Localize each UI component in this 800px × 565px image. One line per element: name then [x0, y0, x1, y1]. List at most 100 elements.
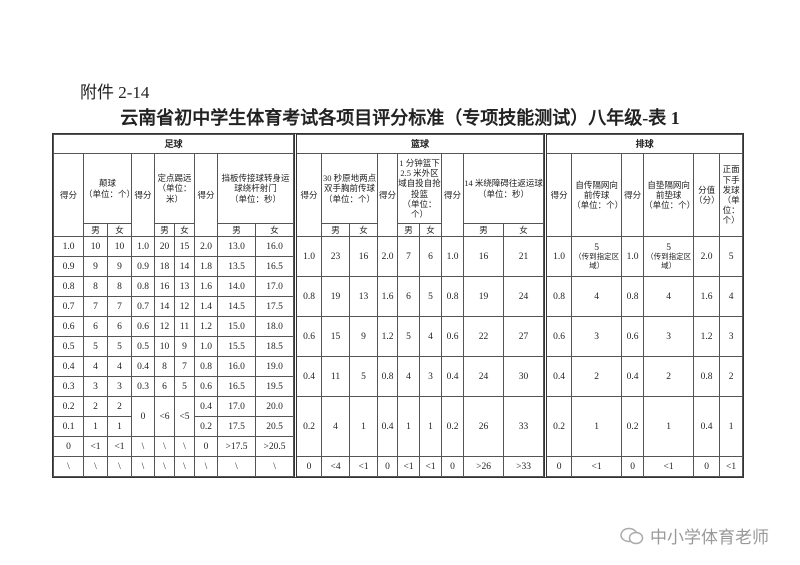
score-cell: 0.4 [131, 356, 155, 377]
column-unit: （单位：个） [722, 195, 740, 226]
score-cell: 4 [107, 356, 132, 377]
gender-label: 女 [174, 223, 195, 237]
score-cell: 17.5 [217, 416, 256, 437]
score-cell: 0.8 [194, 356, 218, 377]
score-cell: 16.0 [217, 356, 256, 377]
score-cell: 0.6 [131, 316, 155, 337]
data-row: 0.2 1 0.2 1 0.4 1 [545, 396, 744, 457]
football-table: 足球 得分 颠球 （单位：个） 得分 定点踢远 （单位：米） 得分 挡板传接球转身运球绕杆射门（… [52, 134, 295, 477]
score-cell: <1 [719, 456, 744, 477]
score-cell: <1 [397, 456, 421, 477]
column-label: 颠球 [98, 178, 116, 189]
score-cell: \ [83, 456, 108, 477]
score-cell: 24 [503, 276, 545, 317]
column-header: 30 秒原地两点双手胸前传球 （单位：个） [321, 153, 379, 224]
score-cell: 10 [83, 236, 108, 257]
score-cell: 0.2 [295, 396, 323, 457]
gender-label: 男 [463, 223, 505, 237]
score-cell: 0 [295, 456, 323, 477]
gender-label: 男 [83, 223, 108, 237]
score-cell: 0 [131, 396, 155, 437]
score-cell: 0.3 [131, 376, 155, 397]
score-cell: >26 [463, 456, 505, 477]
score-cell: 1.2 [377, 316, 399, 357]
score-cell: 0.6 [545, 316, 573, 357]
score-cell: \ [217, 456, 256, 477]
column-unit: （单位：个） [402, 198, 437, 219]
column-label: 定点踢远 [157, 173, 192, 184]
score-cell: 1 [419, 396, 443, 457]
score-cell: 23 [321, 236, 351, 277]
score-cell: 19.5 [254, 376, 295, 397]
score-cell: 21 [503, 236, 545, 277]
score-cell: 2.0 [693, 236, 721, 277]
score-cell: 0.8 [377, 356, 399, 397]
score-cell: 13.0 [217, 236, 256, 257]
column-label: 正面下手发球 [722, 164, 740, 195]
score-cell: 8 [154, 356, 175, 377]
score-cell: 19.0 [254, 356, 295, 377]
column-label: 得分 [550, 189, 568, 200]
score-cell: 6 [107, 316, 132, 337]
score-cell: 9 [349, 316, 379, 357]
header-row: 得分 自传隔网向前传球 （单位：个） 得分 自垫隔网向前垫球 （单位：个） 分值 （分） 正面下… [545, 153, 744, 237]
score-cell: 0.4 [441, 356, 465, 397]
score-cell: 1.6 [693, 276, 721, 317]
section-name: 足球 [52, 134, 295, 154]
section-row: 足球 [52, 134, 295, 154]
score-cell: 1.0 [53, 236, 84, 257]
score-cell: 16 [463, 236, 505, 277]
score-cell: <1 [419, 456, 443, 477]
column-header: 得分 [131, 153, 155, 237]
score-cell: 8 [107, 276, 132, 297]
score-cell: 3 [107, 376, 132, 397]
score-cell: 0.8 [53, 276, 84, 297]
data-row: 0.4 11 5 0.8 4 3 0.4 24 30 [295, 356, 545, 397]
score-cell: 0.8 [621, 276, 645, 317]
score-cell: <1 [571, 456, 623, 477]
section-row: 篮球 [295, 134, 545, 154]
score-cell: 0.5 [53, 336, 84, 357]
score-cell: 4 [643, 276, 695, 317]
score-cell: 0 [693, 456, 721, 477]
score-cell: 0.2 [545, 396, 573, 457]
score-cell: 0 [53, 436, 84, 457]
score-cell: >20.5 [254, 436, 295, 457]
score-cell: 0.4 [194, 396, 218, 417]
score-cell: 1.0 [545, 236, 573, 277]
column-header: 自传隔网向前传球 （单位：个） [571, 153, 623, 237]
score-cell: 26 [463, 396, 505, 457]
score-cell: 9 [107, 256, 132, 277]
score-cell: \ [254, 456, 295, 477]
score-cell: 0.4 [377, 396, 399, 457]
score-cell: <1 [107, 436, 132, 457]
data-row: 0.4 4 4 0.4 8 7 0.8 16.0 19.0 [53, 356, 295, 377]
score-cell: \ [194, 456, 218, 477]
score-cell: 0.9 [53, 256, 84, 277]
gender-label: 女 [349, 223, 379, 237]
column-header: 挡板传接球转身运球绕杆射门 （单位：秒） [216, 153, 295, 224]
score-cell: 20.5 [254, 416, 295, 437]
score-cell: 1.0 [295, 236, 323, 277]
score-cell: 0.8 [545, 276, 573, 317]
data-row: 0.9 9 9 0.9 18 14 1.8 13.5 16.5 [53, 256, 295, 277]
score-cell: 0.2 [194, 416, 218, 437]
score-cell: 5 （传到指定区域） [643, 236, 695, 277]
column-unit: （单位：个） [84, 188, 132, 199]
score-cell: 14.0 [217, 276, 256, 297]
gender-label: 男 [321, 223, 351, 237]
data-row: 0 <1 0 <1 0 <1 [545, 456, 744, 477]
column-label: 得分 [444, 189, 462, 200]
score-cell: 20.0 [254, 396, 295, 417]
wechat-icon [620, 527, 644, 544]
column-unit: （单位：个） [572, 200, 622, 211]
score-cell: 0.8 [441, 276, 465, 317]
column-header: 颠球 （单位：个） [83, 153, 132, 224]
score-cell: 1 [349, 396, 379, 457]
cell-note: （传到指定区域） [646, 251, 692, 270]
column-header: 得分 [53, 153, 84, 237]
score-cell: 18.0 [254, 316, 295, 337]
score-cell: 0 [621, 456, 645, 477]
score-cell: 1.0 [131, 236, 155, 257]
score-cell: \ [53, 456, 84, 477]
